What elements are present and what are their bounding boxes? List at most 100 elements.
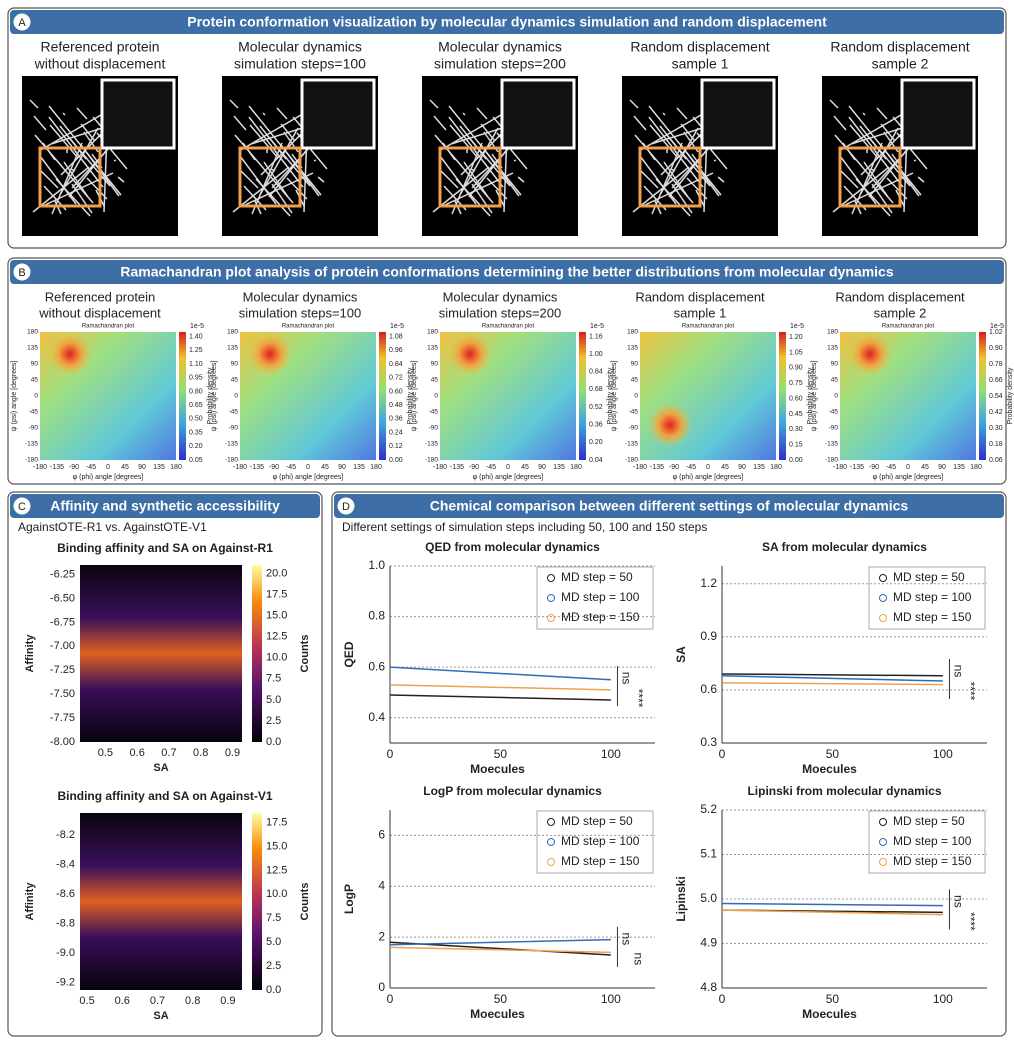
- x-tick-label: 135: [153, 464, 165, 471]
- y-tick-label: 90: [831, 361, 839, 368]
- legend-label: MD step = 50: [893, 570, 965, 584]
- x-tick-label: 0: [719, 747, 726, 761]
- zoom-region: [638, 146, 702, 208]
- colorbar-tick-label: 0.50: [189, 416, 203, 423]
- x-tick-label: -45: [886, 464, 896, 471]
- x-tick-label: -90: [869, 464, 879, 471]
- colorbar-tick-label: 1.05: [789, 349, 803, 356]
- x-tick-label: -90: [469, 464, 479, 471]
- legend-marker: [547, 594, 555, 602]
- y-tick-label: -135: [625, 441, 638, 448]
- image-caption: sample 1: [672, 56, 729, 72]
- legend-marker: [547, 614, 555, 622]
- x-tick-label: -45: [86, 464, 96, 471]
- x-tick-label: 90: [938, 464, 946, 471]
- protein-bond: [29, 99, 39, 109]
- colorbar-label: Probability density: [607, 367, 614, 424]
- density-peak: [448, 332, 492, 376]
- x-tick-label: -135: [850, 464, 864, 471]
- colorbar-scale: 1e-5: [990, 323, 1004, 330]
- colorbar-label: Counts: [299, 883, 311, 921]
- y-axis-label: ψ (psi) angle [degrees]: [211, 361, 218, 432]
- protein-bond: [659, 127, 699, 196]
- y-tick-label: 0: [834, 393, 838, 400]
- x-tick-label: 180: [170, 464, 182, 471]
- image-caption: Molecular dynamics: [438, 39, 562, 55]
- protein-bond: [448, 116, 504, 188]
- y-tick-label: -45: [29, 409, 39, 416]
- legend-label: MD step = 100: [893, 590, 972, 604]
- trend-line: [389, 938, 611, 946]
- x-tick-label: -135: [650, 464, 664, 471]
- protein-bond: [829, 99, 839, 109]
- legend-marker: [547, 838, 555, 846]
- y-tick-label: -135: [225, 441, 238, 448]
- x-axis-label: φ (phi) angle [degrees]: [73, 474, 144, 481]
- x-axis-label: Moecules: [802, 1007, 857, 1021]
- y-tick-label: 5.0: [700, 891, 717, 905]
- x-tick-label: 135: [753, 464, 765, 471]
- plot-caption: sample 2: [874, 305, 927, 320]
- protein-bond: [713, 159, 717, 162]
- trend-line: [721, 673, 943, 677]
- trend-line: [389, 666, 611, 681]
- colorbar-tick-label: 1.08: [389, 333, 403, 340]
- y-tick-label: 5.1: [700, 847, 717, 861]
- colorbar-tick-label: 0.00: [389, 457, 403, 464]
- y-tick-label: 90: [231, 361, 239, 368]
- x-axis-label: SA: [153, 762, 168, 774]
- protein-bond: [629, 99, 639, 109]
- y-tick-label: 180: [827, 329, 838, 336]
- plot-title: Ramachandran plot: [682, 324, 735, 330]
- y-tick-label: -90: [29, 425, 39, 432]
- zoom-inset: [500, 78, 576, 150]
- significance-label: ns: [951, 895, 965, 908]
- protein-bond: [451, 142, 483, 215]
- x-tick-label: 90: [538, 464, 546, 471]
- y-tick-label: 135: [827, 345, 838, 352]
- colorbar-tick-label: 0.05: [189, 457, 203, 464]
- colorbar-label: Probability density: [807, 367, 814, 424]
- protein-bond: [686, 177, 708, 200]
- x-tick-label: 135: [953, 464, 965, 471]
- x-tick-label: 100: [601, 747, 621, 761]
- protein-bond: [62, 112, 66, 116]
- protein-bond: [429, 99, 439, 109]
- x-tick-label: 45: [321, 464, 329, 471]
- x-tick-label: -90: [669, 464, 679, 471]
- y-tick-label: 135: [227, 345, 238, 352]
- x-tick-label: 0: [387, 992, 394, 1006]
- x-tick-label: 0: [706, 464, 710, 471]
- image-caption: Referenced protein: [40, 39, 159, 55]
- y-tick-label: 0: [434, 393, 438, 400]
- protein-bond: [86, 177, 108, 200]
- x-tick-label: 0.8: [193, 747, 208, 759]
- protein-bond: [676, 107, 688, 120]
- panel-subtitle: Different settings of simulation steps i…: [342, 520, 707, 534]
- x-tick-label: 90: [738, 464, 746, 471]
- y-tick-label: -9.0: [56, 947, 75, 959]
- y-tick-label: -8.4: [56, 859, 75, 871]
- y-tick-label: 90: [31, 361, 39, 368]
- colorbar-tick-label: 0.48: [389, 402, 403, 409]
- y-tick-label: -9.2: [56, 977, 75, 989]
- x-tick-label: 0.9: [225, 747, 240, 759]
- hexbin-area: [80, 813, 242, 990]
- y-tick-label: -8.6: [56, 888, 75, 900]
- panel-letter-badge: [336, 496, 356, 516]
- colorbar-tick-label: 7.5: [266, 673, 281, 685]
- colorbar: [779, 332, 786, 460]
- y-tick-label: -45: [629, 409, 639, 416]
- y-tick-label: 4: [378, 878, 385, 892]
- trend-line: [721, 674, 943, 682]
- protein-bond: [717, 176, 725, 183]
- colorbar-tick-label: 0.12: [389, 443, 403, 450]
- legend-marker: [879, 614, 887, 622]
- colorbar-tick-label: 0.66: [989, 377, 1003, 384]
- y-tick-label: 180: [627, 329, 638, 336]
- panel-header: [334, 494, 1004, 518]
- legend-label: MD step = 150: [893, 610, 972, 624]
- protein-bond: [259, 125, 287, 160]
- image-caption: Random displacement: [830, 39, 969, 55]
- legend-marker: [879, 838, 887, 846]
